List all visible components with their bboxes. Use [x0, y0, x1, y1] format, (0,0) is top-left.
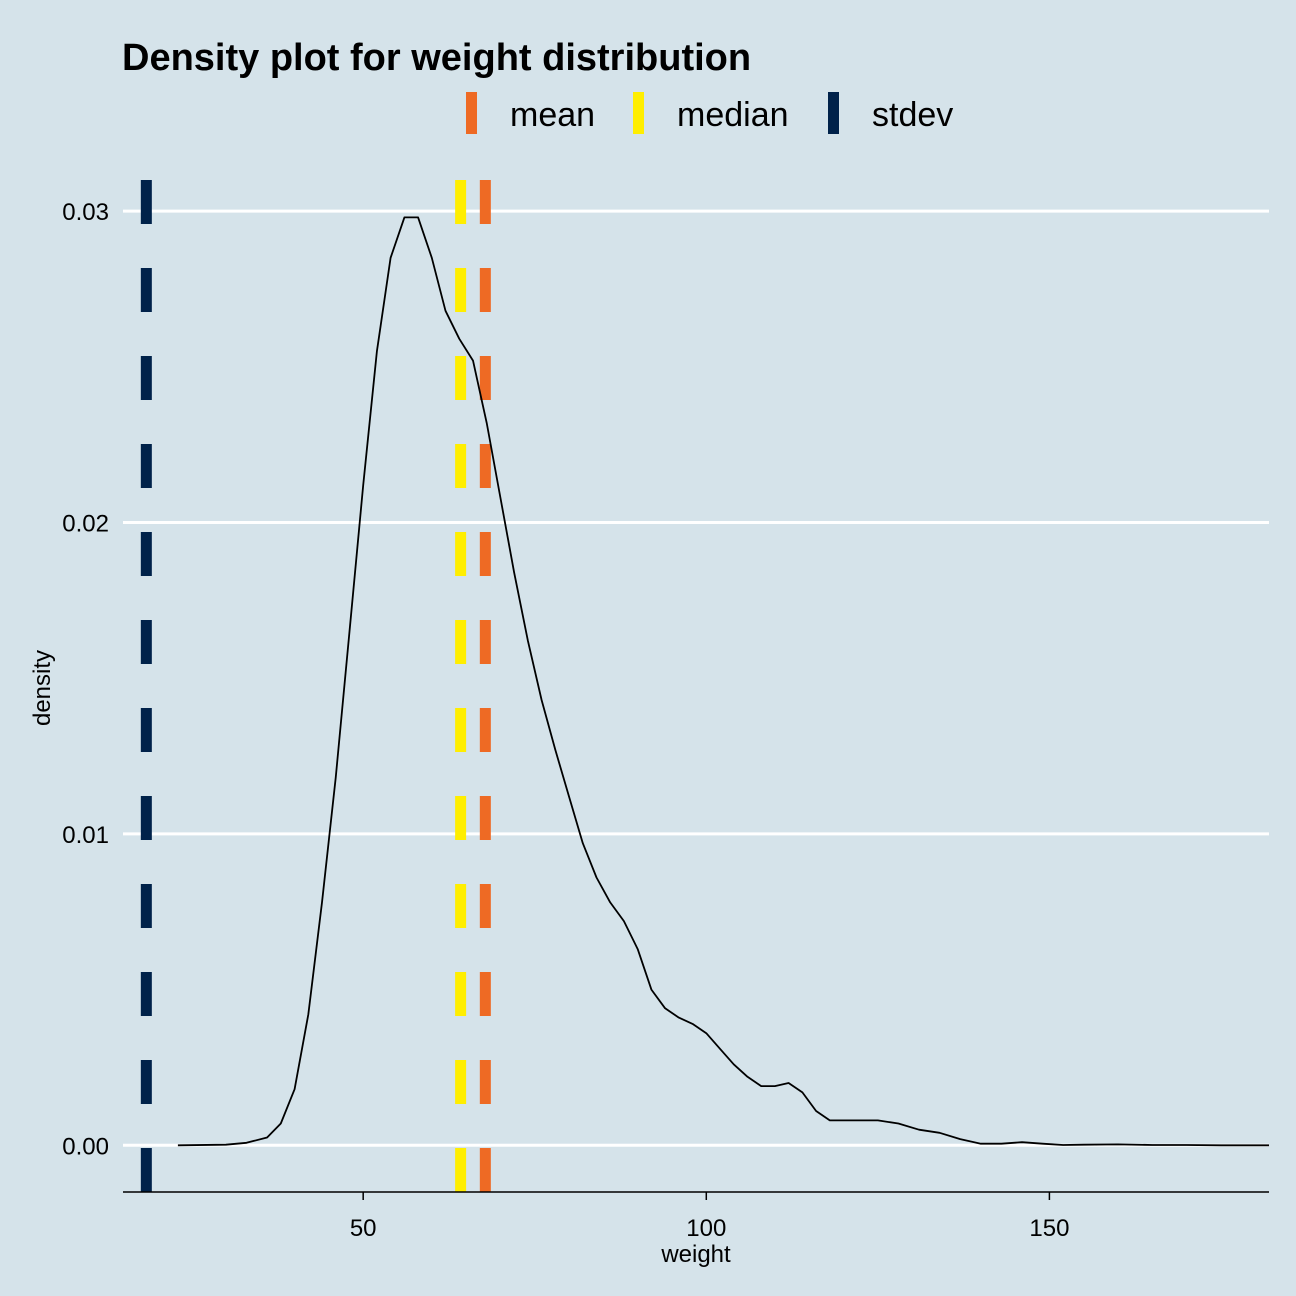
x-axis-ticks: 50 100 150	[350, 1192, 1069, 1242]
y-axis-title: density	[29, 650, 56, 726]
median-legend-key	[633, 92, 644, 134]
median-legend-label: median	[677, 96, 789, 134]
x-tick-label: 100	[686, 1215, 726, 1242]
x-axis-title: weight	[660, 1241, 731, 1268]
legend: mean median stdev	[466, 92, 953, 134]
y-tick-label: 0.02	[62, 511, 109, 538]
x-tick-label: 50	[350, 1215, 377, 1242]
y-tick-label: 0.03	[62, 199, 109, 226]
y-tick-label: 0.00	[62, 1133, 109, 1160]
y-axis-ticks: 0.00 0.01 0.02 0.03	[62, 199, 109, 1160]
y-tick-label: 0.01	[62, 822, 109, 849]
stdev-legend-key	[828, 92, 839, 134]
density-curve	[177, 216, 1269, 1147]
mean-legend-label: mean	[510, 96, 595, 134]
stdev-legend-label: stdev	[872, 96, 953, 134]
x-tick-label: 150	[1029, 1215, 1069, 1242]
mean-legend-key	[466, 92, 477, 134]
density-curve-group	[177, 216, 1269, 1147]
chart-title: Density plot for weight distribution	[122, 37, 751, 79]
